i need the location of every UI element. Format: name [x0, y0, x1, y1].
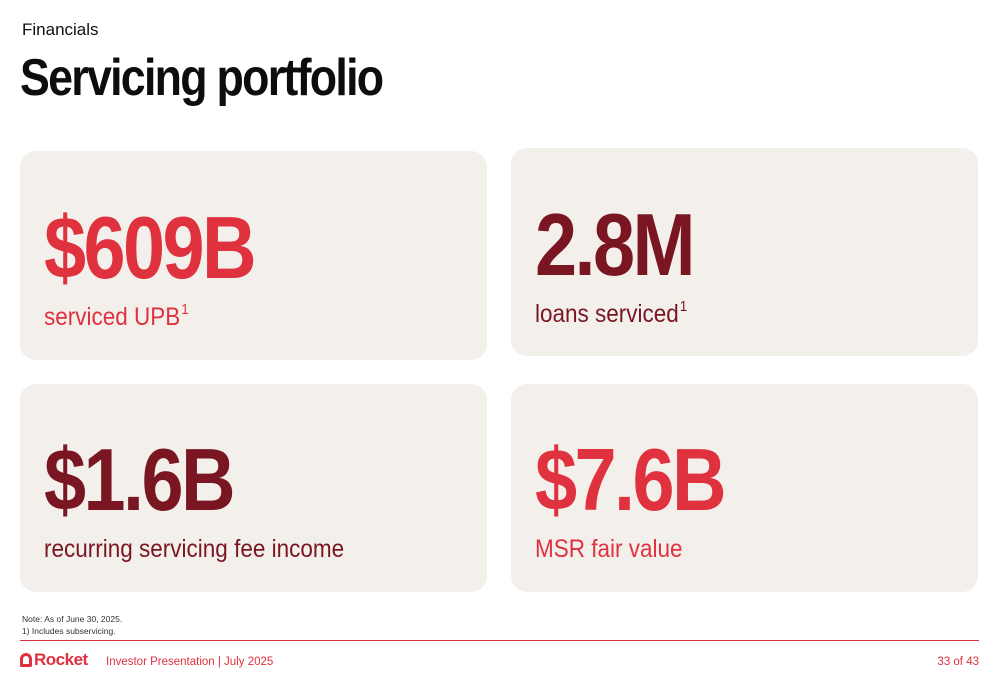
card-msr-fair-value: $7.6B MSR fair value	[511, 384, 978, 592]
card-value: 2.8M	[535, 195, 696, 294]
note-line: 1) Includes subservicing.	[22, 626, 116, 636]
card-value: $609B	[44, 198, 257, 297]
note-line: Note: As of June 30, 2025.	[22, 614, 123, 624]
card-label: recurring servicing fee income	[44, 535, 344, 564]
card-label: loans serviced1	[535, 298, 688, 329]
card-label-text: MSR fair value	[535, 535, 683, 563]
card-label: MSR fair value	[535, 535, 683, 564]
footnote-marker: 1	[679, 298, 688, 315]
footer-divider	[20, 640, 979, 641]
page-title: Servicing portfolio	[20, 49, 384, 107]
card-label-text: serviced UPB	[44, 303, 181, 331]
logo-text: Rocket	[34, 650, 88, 669]
rocket-logo: Rocket	[20, 650, 88, 670]
section-kicker: Financials	[22, 20, 99, 39]
card-label: serviced UPB1	[44, 301, 189, 332]
card-servicing-fee-income: $1.6B recurring servicing fee income	[20, 384, 487, 592]
footnote-marker: 1	[181, 301, 189, 318]
card-label-text: recurring servicing fee income	[44, 535, 345, 563]
card-value: $1.6B	[44, 430, 236, 529]
rocket-logo-icon	[20, 653, 32, 667]
card-serviced-upb: $609B serviced UPB1	[20, 151, 487, 360]
card-value: $7.6B	[535, 430, 727, 529]
card-loans-serviced: 2.8M loans serviced1	[511, 148, 978, 356]
card-label-text: loans serviced	[535, 300, 679, 328]
presentation-label: Investor Presentation | July 2025	[106, 656, 274, 668]
footnotes: Note: As of June 30, 2025. 1) Includes s…	[22, 613, 122, 637]
page-number: 33 of 43	[937, 656, 979, 668]
